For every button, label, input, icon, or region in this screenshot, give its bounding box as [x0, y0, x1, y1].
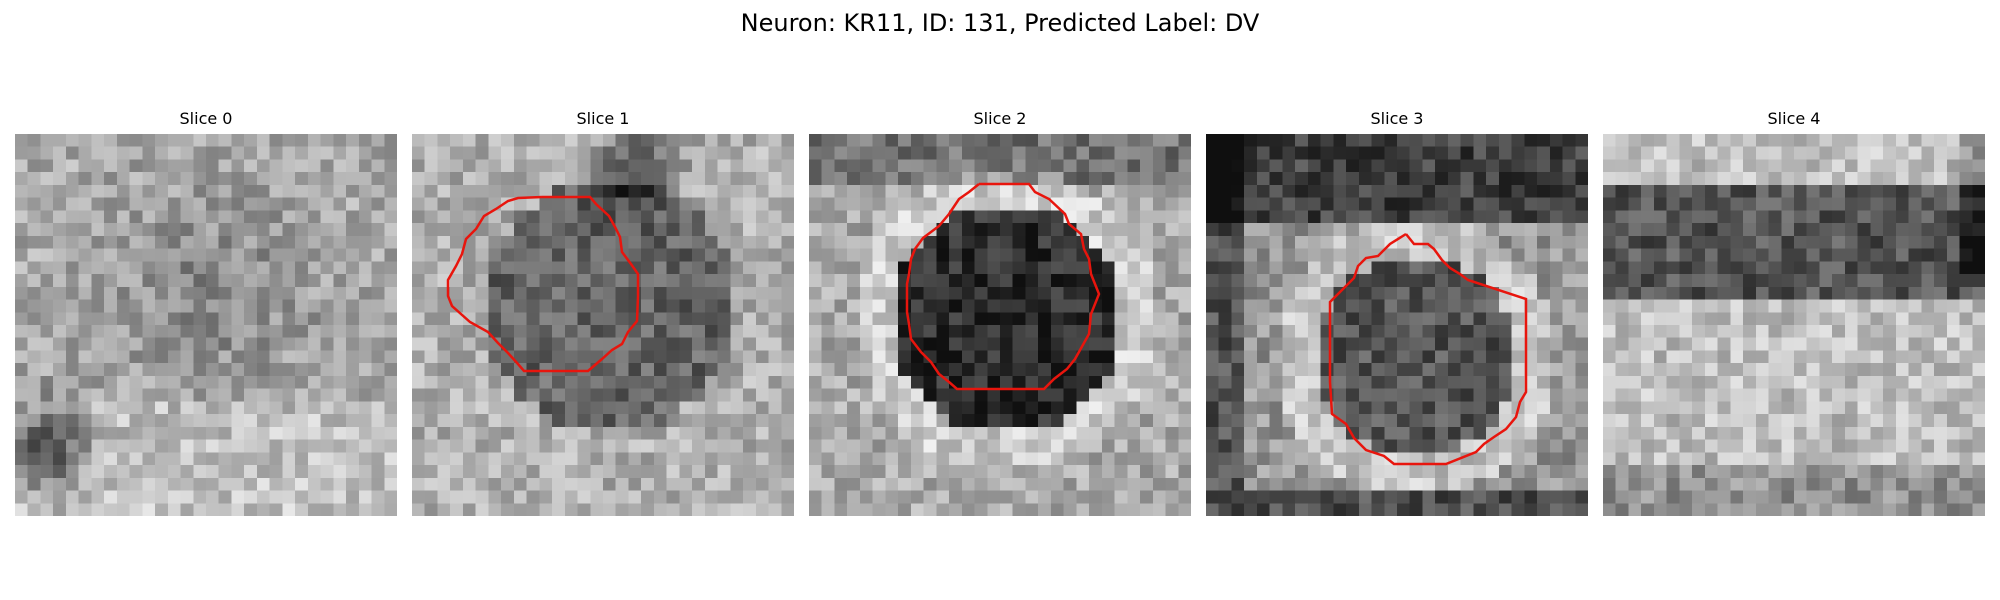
slice-panel-2: Slice 2 — [809, 108, 1191, 516]
slice-title: Slice 1 — [576, 109, 630, 128]
slice-image — [1603, 134, 1985, 516]
roi-contour — [446, 195, 640, 373]
slice-title: Slice 4 — [1767, 109, 1821, 128]
slice-panel-0: Slice 0 — [15, 108, 397, 516]
slice-panel-3: Slice 3 — [1206, 108, 1588, 516]
slice-image — [1206, 134, 1588, 516]
slice-panel-4: Slice 4 — [1603, 108, 1985, 516]
figure-title: Neuron: KR11, ID: 131, Predicted Label: … — [740, 9, 1260, 37]
slice-image — [809, 134, 1191, 516]
slice-title: Slice 3 — [1370, 109, 1424, 128]
slice-title: Slice 2 — [973, 109, 1027, 128]
roi-contour — [1328, 232, 1528, 466]
slice-title: Slice 0 — [179, 109, 233, 128]
roi-contour — [905, 182, 1101, 391]
slice-image — [15, 134, 397, 516]
slice-panel-1: Slice 1 — [412, 108, 794, 516]
